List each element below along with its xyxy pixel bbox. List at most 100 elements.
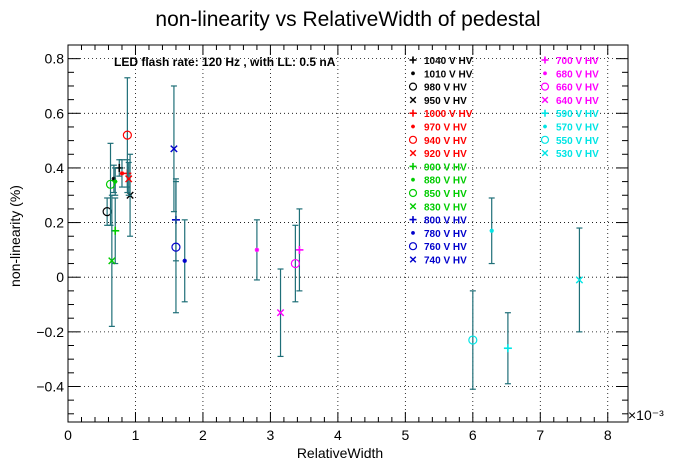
legend-label: 740 V HV (424, 256, 467, 267)
marker-cross (575, 276, 584, 284)
marker-star (411, 71, 415, 76)
legend-entry: 570 V HV (543, 123, 599, 134)
x-axis-label: RelativeWidth (297, 445, 383, 461)
marker-cross (541, 149, 549, 157)
y-tick-label: −0.2 (36, 324, 64, 340)
legend-entry: 760 V HV (408, 242, 467, 253)
data-point (488, 197, 495, 265)
marker-circle (408, 242, 418, 251)
legend-label: 950 V HV (424, 96, 467, 107)
marker-cross (409, 96, 417, 104)
legend-entry: 700 V HV (541, 56, 599, 67)
grid (67, 45, 628, 422)
legend-entry: 800 V HV (409, 216, 467, 227)
legend-entry: 1040 V HV (409, 56, 473, 67)
marker-circle (408, 135, 418, 144)
legend-label: 880 V HV (424, 176, 467, 187)
y-tick-label: 0.8 (45, 51, 65, 67)
marker-circle (408, 82, 418, 91)
marker-circle (540, 135, 550, 144)
marker-star (543, 124, 547, 129)
legend-label: 570 V HV (556, 123, 599, 134)
x-tick-label: 3 (267, 427, 275, 443)
data-point (181, 219, 188, 303)
x-tick-label: 0 (64, 427, 72, 443)
marker-star (182, 258, 187, 264)
legend-label: 1040 V HV (424, 56, 473, 67)
marker-plus (409, 56, 417, 64)
marker-cross (170, 145, 178, 153)
legend-label: 590 V HV (556, 109, 599, 120)
legend-entry: 970 V HV (411, 123, 467, 134)
plot-frame (67, 44, 629, 423)
marker-circle (408, 188, 418, 198)
marker-circle (468, 335, 478, 345)
legend-entry: 1010 V HV (411, 69, 473, 80)
marker-star (254, 247, 260, 253)
legend-entry: 640 V HV (541, 96, 599, 107)
legend-entry: 740 V HV (409, 256, 467, 267)
legend-label: 920 V HV (424, 149, 467, 160)
legend-label: 760 V HV (424, 242, 467, 253)
legend-entry: 900 V HV (409, 162, 467, 173)
marker-star (411, 230, 415, 235)
marker-plus (409, 162, 417, 170)
marker-cross (276, 309, 285, 317)
legend-label: 970 V HV (424, 123, 467, 134)
marker-plus (409, 216, 417, 224)
data-point (468, 290, 478, 390)
legend-entry: 880 V HV (411, 176, 467, 187)
legend-entry: 550 V HV (540, 135, 599, 147)
legend-label: 530 V HV (556, 149, 599, 160)
marker-star (489, 228, 494, 233)
legend-entry: 1000 V HV (409, 109, 473, 120)
marker-cross (409, 256, 417, 263)
legend-entry: 830 V HV (409, 202, 467, 213)
marker-circle (540, 82, 550, 91)
x-tick-label: 1 (132, 427, 140, 443)
data-point (290, 224, 300, 303)
legend-label: 850 V HV (424, 189, 467, 200)
data-point (503, 312, 512, 385)
annotation: LED flash rate: 120 Hz , with LL: 0.5 nA (114, 55, 336, 69)
marker-star (543, 71, 547, 76)
legend-label: 550 V HV (556, 136, 599, 147)
marker-cross (409, 203, 417, 210)
legend-label: 830 V HV (424, 202, 467, 213)
legend-entry: 950 V HV (409, 96, 467, 107)
y-tick-label: 0.6 (45, 105, 65, 121)
legend-entry: 920 V HV (409, 149, 467, 160)
data-point (125, 161, 133, 196)
marker-cross (125, 175, 133, 183)
marker-plus (295, 245, 304, 254)
x-tick-label: 5 (401, 427, 409, 443)
axis-ticks: 0 1 2 3 4 5 6 7 8 −0.4 −0.2 0 0.2 0.4 0.6 0.8 (36, 45, 628, 443)
marker-star (411, 124, 415, 129)
legend-label: 780 V HV (424, 229, 467, 240)
x-tick-label: 8 (604, 427, 612, 443)
data-point (295, 208, 304, 292)
data-point (105, 142, 116, 226)
marker-cross (541, 96, 549, 104)
marker-circle (105, 179, 116, 189)
y-tick-label: 0.2 (45, 215, 65, 231)
legend-entry: 680 V HV (543, 69, 599, 80)
marker-plus (541, 109, 549, 117)
legend-label: 980 V HV (424, 83, 467, 94)
legend-label: 900 V HV (424, 162, 467, 173)
marker-plus (409, 109, 417, 117)
chart-title: non-linearity vs RelativeWidth of pedest… (155, 8, 540, 31)
legend-entry: 850 V HV (408, 188, 467, 200)
legend-entry: 940 V HV (408, 135, 467, 147)
marker-cross (409, 149, 417, 157)
legend-label: 1010 V HV (424, 69, 473, 80)
legend-label: 680 V HV (556, 69, 599, 80)
marker-star (411, 177, 415, 182)
marker-cross (108, 257, 116, 265)
legend-label: 940 V HV (424, 136, 467, 147)
legend-label: 700 V HV (556, 56, 599, 67)
y-tick-label: 0.4 (45, 160, 65, 176)
legend-label: 660 V HV (556, 83, 599, 94)
data-point (171, 180, 181, 314)
